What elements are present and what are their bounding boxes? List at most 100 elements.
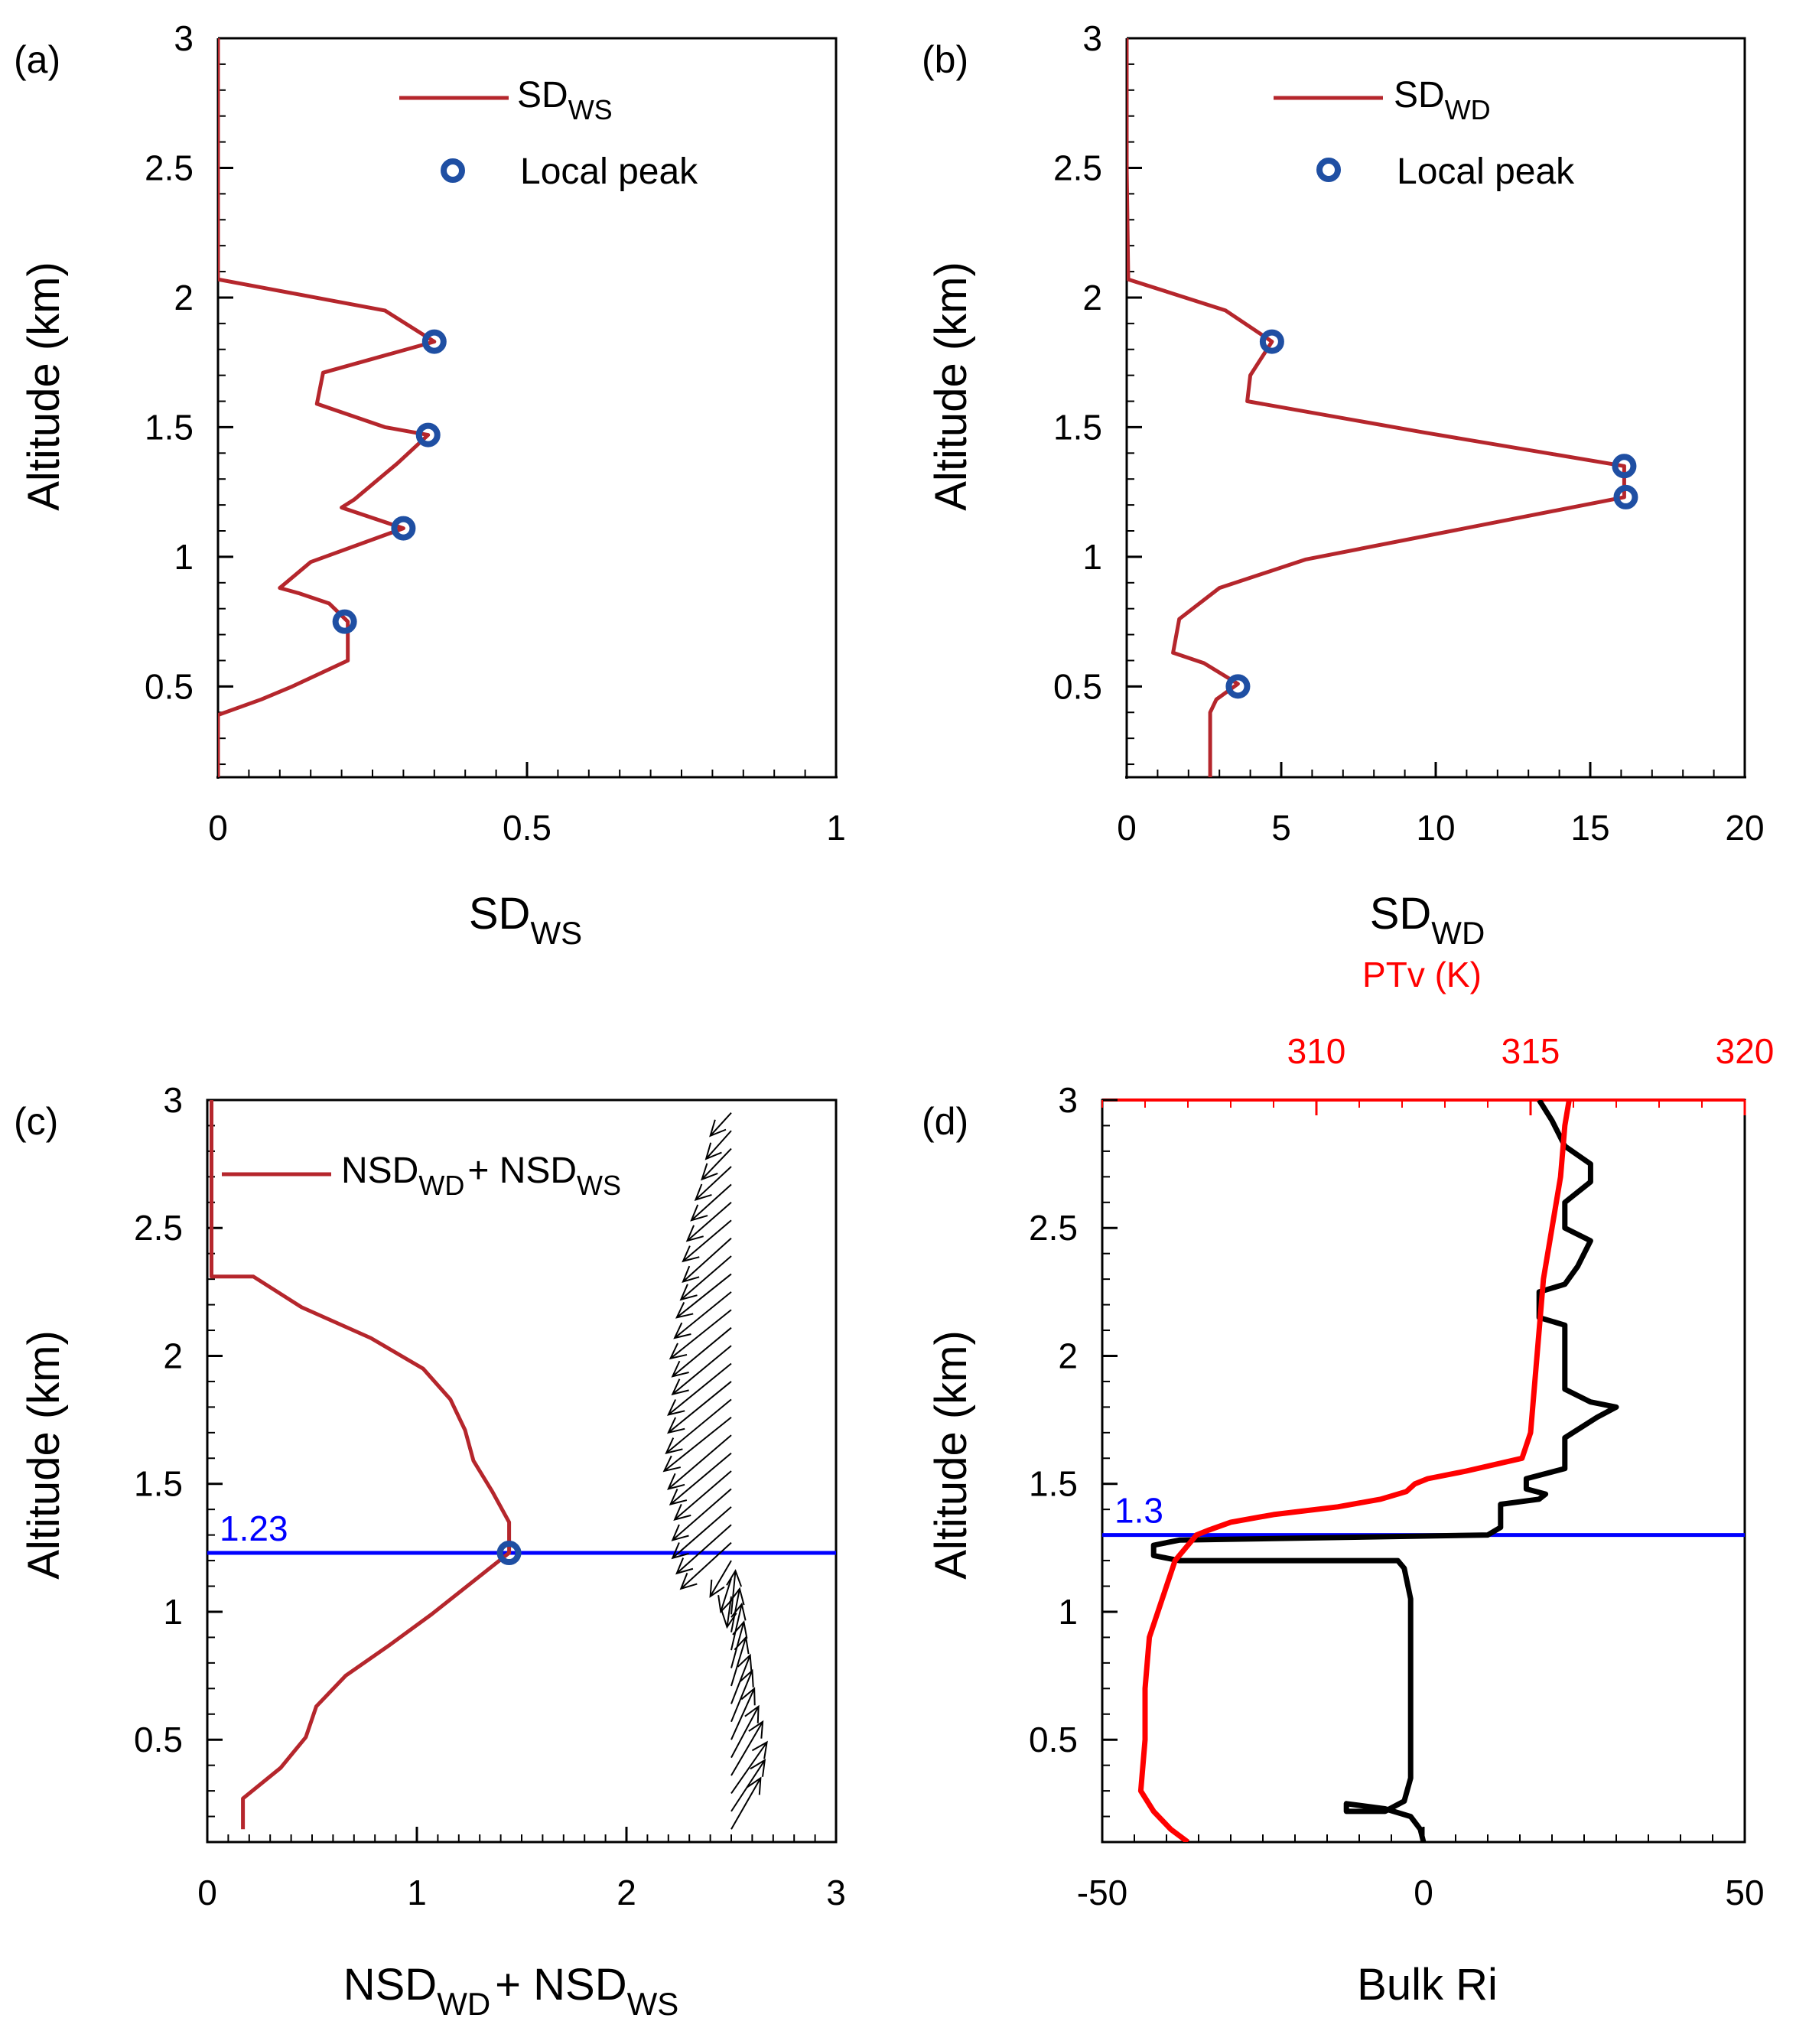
local-peak-marker — [1259, 329, 1284, 354]
wind-arrow — [682, 1237, 732, 1283]
wind-arrow — [672, 1506, 732, 1559]
y-tick-label: 3 — [174, 18, 194, 58]
wind-arrow — [682, 1219, 732, 1262]
wind-arrow — [730, 1706, 760, 1759]
wind-arrow — [730, 1670, 753, 1723]
plot-frame — [1127, 37, 1746, 777]
x-tick-label: -50 — [1077, 1873, 1127, 1912]
y-tick-label: 1 — [1058, 1592, 1078, 1632]
x-tick-label: 0 — [197, 1873, 217, 1912]
panel-d-plot: 0.5 1 1.5 2 2.5 3 -50 0 50 310 315 320 1.3 — [1029, 1031, 1774, 1912]
wind-arrow-head — [685, 1225, 704, 1242]
local-peak-marker — [1225, 674, 1251, 699]
wind-arrow — [674, 1291, 732, 1339]
y-tick-label: 2.5 — [134, 1208, 183, 1248]
plot-area — [207, 1100, 836, 1830]
plot-area — [1127, 38, 1626, 777]
y-tick-label: 1 — [163, 1592, 183, 1632]
y-tick-label: 2.5 — [145, 148, 194, 187]
profile-line — [210, 1100, 512, 1830]
wind-arrow — [730, 1603, 743, 1651]
wind-arrow-head — [679, 1573, 698, 1590]
x-label-main2: + NSD — [495, 1960, 626, 2010]
legend-entry-main: SD — [517, 75, 568, 116]
legend-marker-swatch — [1316, 158, 1341, 182]
wind-arrow-head — [690, 1204, 708, 1222]
plot-frame — [1101, 1098, 1746, 1844]
wind-arrow — [709, 1560, 732, 1597]
y-tick-label: 2 — [163, 1336, 183, 1375]
y-axis-label: Altitude (km) — [926, 1330, 976, 1580]
wind-arrow — [672, 1488, 732, 1541]
wind-arrow — [730, 1741, 768, 1795]
wind-arrow-head — [717, 1595, 734, 1614]
top-tick-label: 315 — [1502, 1031, 1560, 1071]
wind-arrow-head — [671, 1378, 689, 1396]
legend-entry-label: SDWD — [1394, 75, 1491, 125]
x-tick-label: 1 — [407, 1873, 427, 1912]
wind-arrow-head — [701, 1163, 718, 1181]
wind-arrow-head — [673, 1322, 691, 1339]
y-tick-label: 1.5 — [1053, 407, 1102, 447]
y-axis-label: Altitude (km) — [926, 262, 976, 511]
legend-entry-label: SDWS — [517, 75, 613, 125]
wind-arrow-head — [709, 1119, 727, 1138]
local-peak-marker — [391, 516, 416, 541]
wind-arrow-head — [667, 1399, 685, 1416]
wind-arrow-head — [709, 1579, 725, 1598]
local-peak-marker — [415, 422, 441, 448]
wind-arrow-head — [721, 1610, 737, 1629]
wind-arrow-head — [748, 1720, 764, 1739]
legend: SDWD Local peak — [1274, 75, 1575, 192]
y-tick-label: 0.5 — [1029, 1720, 1078, 1759]
plot-area — [1102, 1100, 1745, 1842]
wind-arrow-head — [671, 1542, 689, 1560]
wind-arrow-head — [662, 1455, 681, 1473]
x-axis-label: SDWS — [469, 889, 582, 951]
y-axis-label: Altitude (km) — [19, 262, 69, 511]
profile-line — [218, 38, 437, 777]
wind-arrow-head — [726, 1569, 743, 1587]
y-tick-label: 1.5 — [1029, 1464, 1078, 1504]
local-peak-marker — [332, 609, 357, 634]
wind-arrow — [730, 1777, 762, 1830]
panel-label: (a) — [14, 38, 60, 81]
x-tick-label: 20 — [1725, 808, 1764, 848]
legend-entry-label: NSDWD+ NSDWS — [341, 1151, 621, 1201]
x-label-sub: WD — [437, 1986, 490, 2022]
top-tick-label: 310 — [1287, 1031, 1346, 1071]
wind-arrow-head — [744, 1704, 760, 1723]
y-tick-label: 3 — [163, 1080, 183, 1120]
plot-area — [218, 38, 437, 777]
x-tick-label: 0 — [1117, 808, 1137, 848]
legend-entry-sub2: WS — [577, 1170, 621, 1201]
wind-arrow-head — [679, 1284, 698, 1301]
wind-arrow — [676, 1273, 732, 1319]
x-tick-label: 15 — [1570, 808, 1609, 848]
y-tick-label: 1 — [1082, 537, 1102, 577]
wind-arrow — [705, 1130, 732, 1160]
wind-arrow — [730, 1622, 745, 1668]
wind-arrow — [709, 1112, 732, 1137]
y-axis-label: Altitude (km) — [19, 1330, 69, 1580]
y-tick-label: 2.5 — [1053, 148, 1102, 187]
local-peak-marker — [1612, 454, 1637, 479]
wind-arrow — [665, 1398, 732, 1454]
wind-arrow-head — [671, 1524, 689, 1541]
wind-arrow-head — [746, 1776, 762, 1795]
wind-arrow-head — [671, 1360, 689, 1378]
legend-entry-main: SD — [1394, 75, 1445, 116]
wind-arrow-head — [673, 1503, 691, 1522]
wind-arrow — [680, 1541, 732, 1590]
y-tick-label: 0.5 — [1053, 666, 1102, 706]
x-tick-label: 0 — [208, 808, 228, 848]
y-tick-label: 3 — [1058, 1080, 1078, 1120]
wind-arrow-head — [675, 1557, 694, 1575]
y-tick-label: 3 — [1082, 18, 1102, 58]
panel-b: 0.5 1 1.5 2 2.5 3 0 5 10 15 20 (b) Altitude (km) S… — [922, 18, 1765, 951]
wind-arrow-head — [750, 1759, 766, 1777]
wind-arrow — [663, 1416, 732, 1472]
x-axis-label: NSDWD + NSDWS — [343, 1960, 679, 2022]
x-tick-label: 0.5 — [503, 808, 551, 848]
y-tick-label: 2 — [1082, 278, 1102, 317]
